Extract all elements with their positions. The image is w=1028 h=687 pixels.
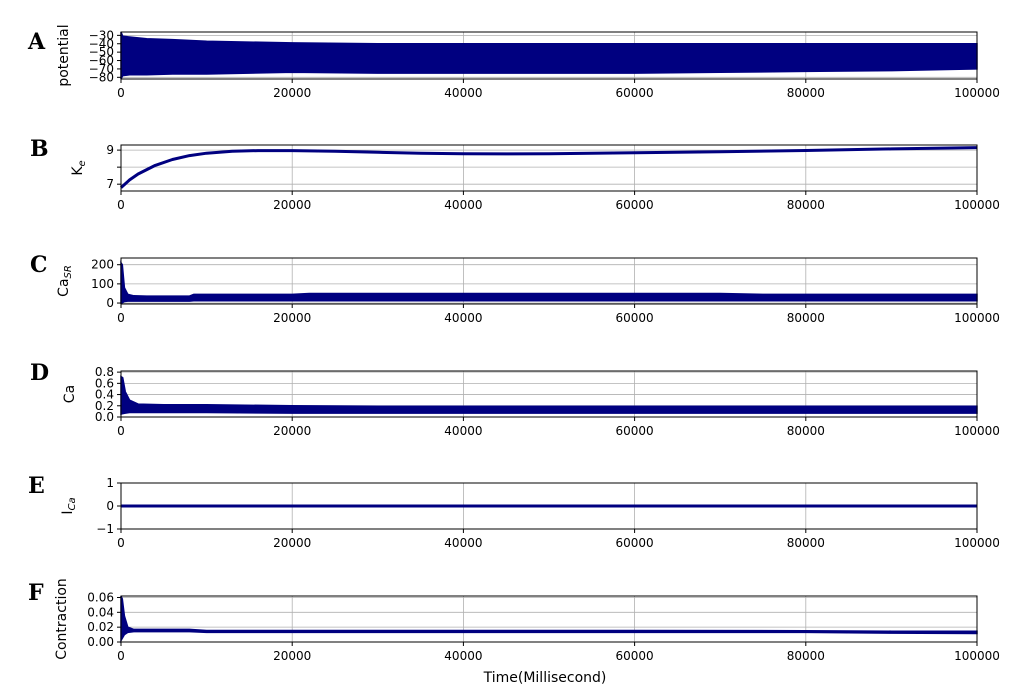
panel-f-xtick-label-1: 20000 (273, 649, 311, 663)
panel-b-xtick-label-2: 40000 (444, 198, 482, 212)
panel-c-ytick-label-1: 100 (91, 277, 114, 291)
panel-e-xtick-label-4: 80000 (787, 536, 825, 550)
panel-f-xtick-label-4: 80000 (787, 649, 825, 663)
panel-d-series-band (120, 375, 978, 416)
panel-e-xtick-label-1: 20000 (273, 536, 311, 550)
panel-d-ytick-label-4: 0.8 (95, 365, 114, 379)
panel-e-ylabel-main: I (60, 510, 76, 514)
panel-b-series-line-0 (119, 146, 978, 189)
panel-e-xtick-label-5: 100000 (954, 536, 1000, 550)
panel-d-ylabel: Ca (62, 385, 78, 403)
panel-a-ytick-label-0: −30 (89, 28, 114, 42)
panel-b-ylabel: Ke (70, 160, 88, 175)
panel-a: 0 20000 40000 60000 80000 100000−30−40−50−60−… (27, 24, 1000, 100)
panel-e-xtick-label-3: 60000 (616, 536, 654, 550)
panel-c-letter: C (30, 252, 48, 278)
panel-c-ylabel-sub: SR (63, 265, 74, 278)
panel-b-xtick-label-0: 0 (117, 198, 125, 212)
panel-b-axes-frame (120, 144, 978, 192)
panel-f-series-band (120, 595, 978, 644)
panel-d-xtick-label-5: 100000 (954, 424, 1000, 438)
panel-d-ytick-label-2: 0.4 (95, 388, 114, 402)
panel-d-xtick-label-3: 60000 (616, 424, 654, 438)
panel-b-letter: B (30, 136, 49, 162)
panel-a-xtick-label-0: 0 (117, 86, 125, 100)
panel-b-xtick-label-3: 60000 (616, 198, 654, 212)
panel-f-ylabel: Contraction (54, 578, 70, 660)
panel-b-xtick-label-5: 100000 (954, 198, 1000, 212)
panel-c-series-band (120, 260, 978, 304)
panel-a-ylabel-main: potential (56, 24, 72, 86)
panel-a-xtick-label-4: 80000 (787, 86, 825, 100)
panel-e-xtick-label-2: 40000 (444, 536, 482, 550)
panel-d-xtick-label-1: 20000 (273, 424, 311, 438)
panel-a-ytick-label-5: −80 (89, 70, 114, 84)
panel-d-axes-frame (120, 370, 978, 418)
panel-a-xtick-label-3: 60000 (616, 86, 654, 100)
panel-e-xtick-label-0: 0 (117, 536, 125, 550)
panel-b-ytick-label-0: 7 (106, 177, 114, 191)
panel-a-ytick-label-3: −60 (89, 54, 114, 68)
panel-a-series-band (120, 31, 978, 80)
panel-f-xtick-label-3: 60000 (616, 649, 654, 663)
panel-f-xtick-label-5: 100000 (954, 649, 1000, 663)
panel-f-letter: F (28, 580, 44, 606)
panel-f-xtick-label-0: 0 (117, 649, 125, 663)
panel-a-letter: A (27, 29, 46, 55)
panel-b: 0 20000 40000 60000 80000 100000 7 9 Ke B (30, 136, 1000, 212)
panel-f-ylabel-main: Contraction (54, 578, 70, 660)
panel-c-ytick-label-2: 200 (91, 258, 114, 272)
panel-d-xtick-label-0: 0 (117, 424, 125, 438)
panel-b-ylabel-main: K (70, 166, 86, 176)
panel-c-xtick-label-1: 20000 (273, 311, 311, 325)
panel-c-ytick-label-0: 0 (106, 296, 114, 310)
panel-a-ytick-label-1: −40 (89, 37, 114, 51)
panel-c-xtick-label-3: 60000 (616, 311, 654, 325)
panel-a-ytick-label-4: −70 (89, 62, 114, 76)
panel-f-axes-frame (120, 595, 978, 643)
panel-f-ytick-label-1: 0.02 (87, 620, 114, 634)
panel-a-xtick-label-2: 40000 (444, 86, 482, 100)
panel-f-xtick-label-2: 40000 (444, 649, 482, 663)
panel-d-ylabel-main: Ca (62, 385, 78, 403)
panel-a-ylabel: potential (56, 24, 72, 86)
panel-b-xtick-label-4: 80000 (787, 198, 825, 212)
panel-f-ytick-label-2: 0.04 (87, 605, 114, 619)
panel-d-xtick-label-4: 80000 (787, 424, 825, 438)
panel-e-ytick-label-0: −1 (96, 522, 114, 536)
panel-e-letter: E (28, 473, 45, 499)
panel-d-letter: D (30, 360, 49, 386)
panel-c-xtick-label-4: 80000 (787, 311, 825, 325)
panel-e-ylabel: ICa (60, 497, 78, 514)
panel-c-xtick-label-5: 100000 (954, 311, 1000, 325)
panel-d: 0 20000 40000 60000 80000 100000 0.00.20.40.60… (30, 360, 1000, 438)
panel-d-xtick-label-2: 40000 (444, 424, 482, 438)
panel-d-ytick-label-1: 0.2 (95, 399, 114, 413)
panel-c-xtick-label-2: 40000 (444, 311, 482, 325)
panel-f-ytick-label-3: 0.06 (87, 590, 114, 604)
panel-c-ylabel: CaSR (56, 265, 74, 297)
panel-a-xtick-label-5: 100000 (954, 86, 1000, 100)
panel-d-ytick-label-0: 0.0 (95, 410, 114, 424)
x-axis-title: Time(Millisecond) (483, 670, 607, 686)
panel-e-ytick-label-1: 0 (106, 499, 114, 513)
panel-a-ytick-label-2: −50 (89, 45, 114, 59)
panel-b-xtick-label-1: 20000 (273, 198, 311, 212)
panel-d-ytick-label-3: 0.6 (95, 376, 114, 390)
panel-b-ytick-label-2: 9 (106, 143, 114, 157)
panel-e-ylabel-sub: Ca (67, 497, 78, 510)
panel-c-xtick-label-0: 0 (117, 311, 125, 325)
panel-a-axes-frame (120, 31, 978, 80)
panel-c-axes-frame (120, 257, 978, 305)
panel-b-ylabel-sub: e (77, 160, 88, 166)
panel-f-ytick-label-0: 0.00 (87, 635, 114, 649)
panel-c-ylabel-main: Ca (56, 278, 72, 296)
panels: 0 20000 40000 60000 80000 100000−30−40−50−60−… (27, 24, 1000, 663)
panel-c: 0 20000 40000 60000 80000 100000 0 100 200 CaSR C (30, 252, 1000, 325)
panel-f: 0 20000 40000 60000 80000 100000 0.000.020.040… (28, 578, 1000, 663)
panel-e-ytick-label-2: 1 (106, 476, 114, 490)
panel-a-xtick-label-1: 20000 (273, 86, 311, 100)
